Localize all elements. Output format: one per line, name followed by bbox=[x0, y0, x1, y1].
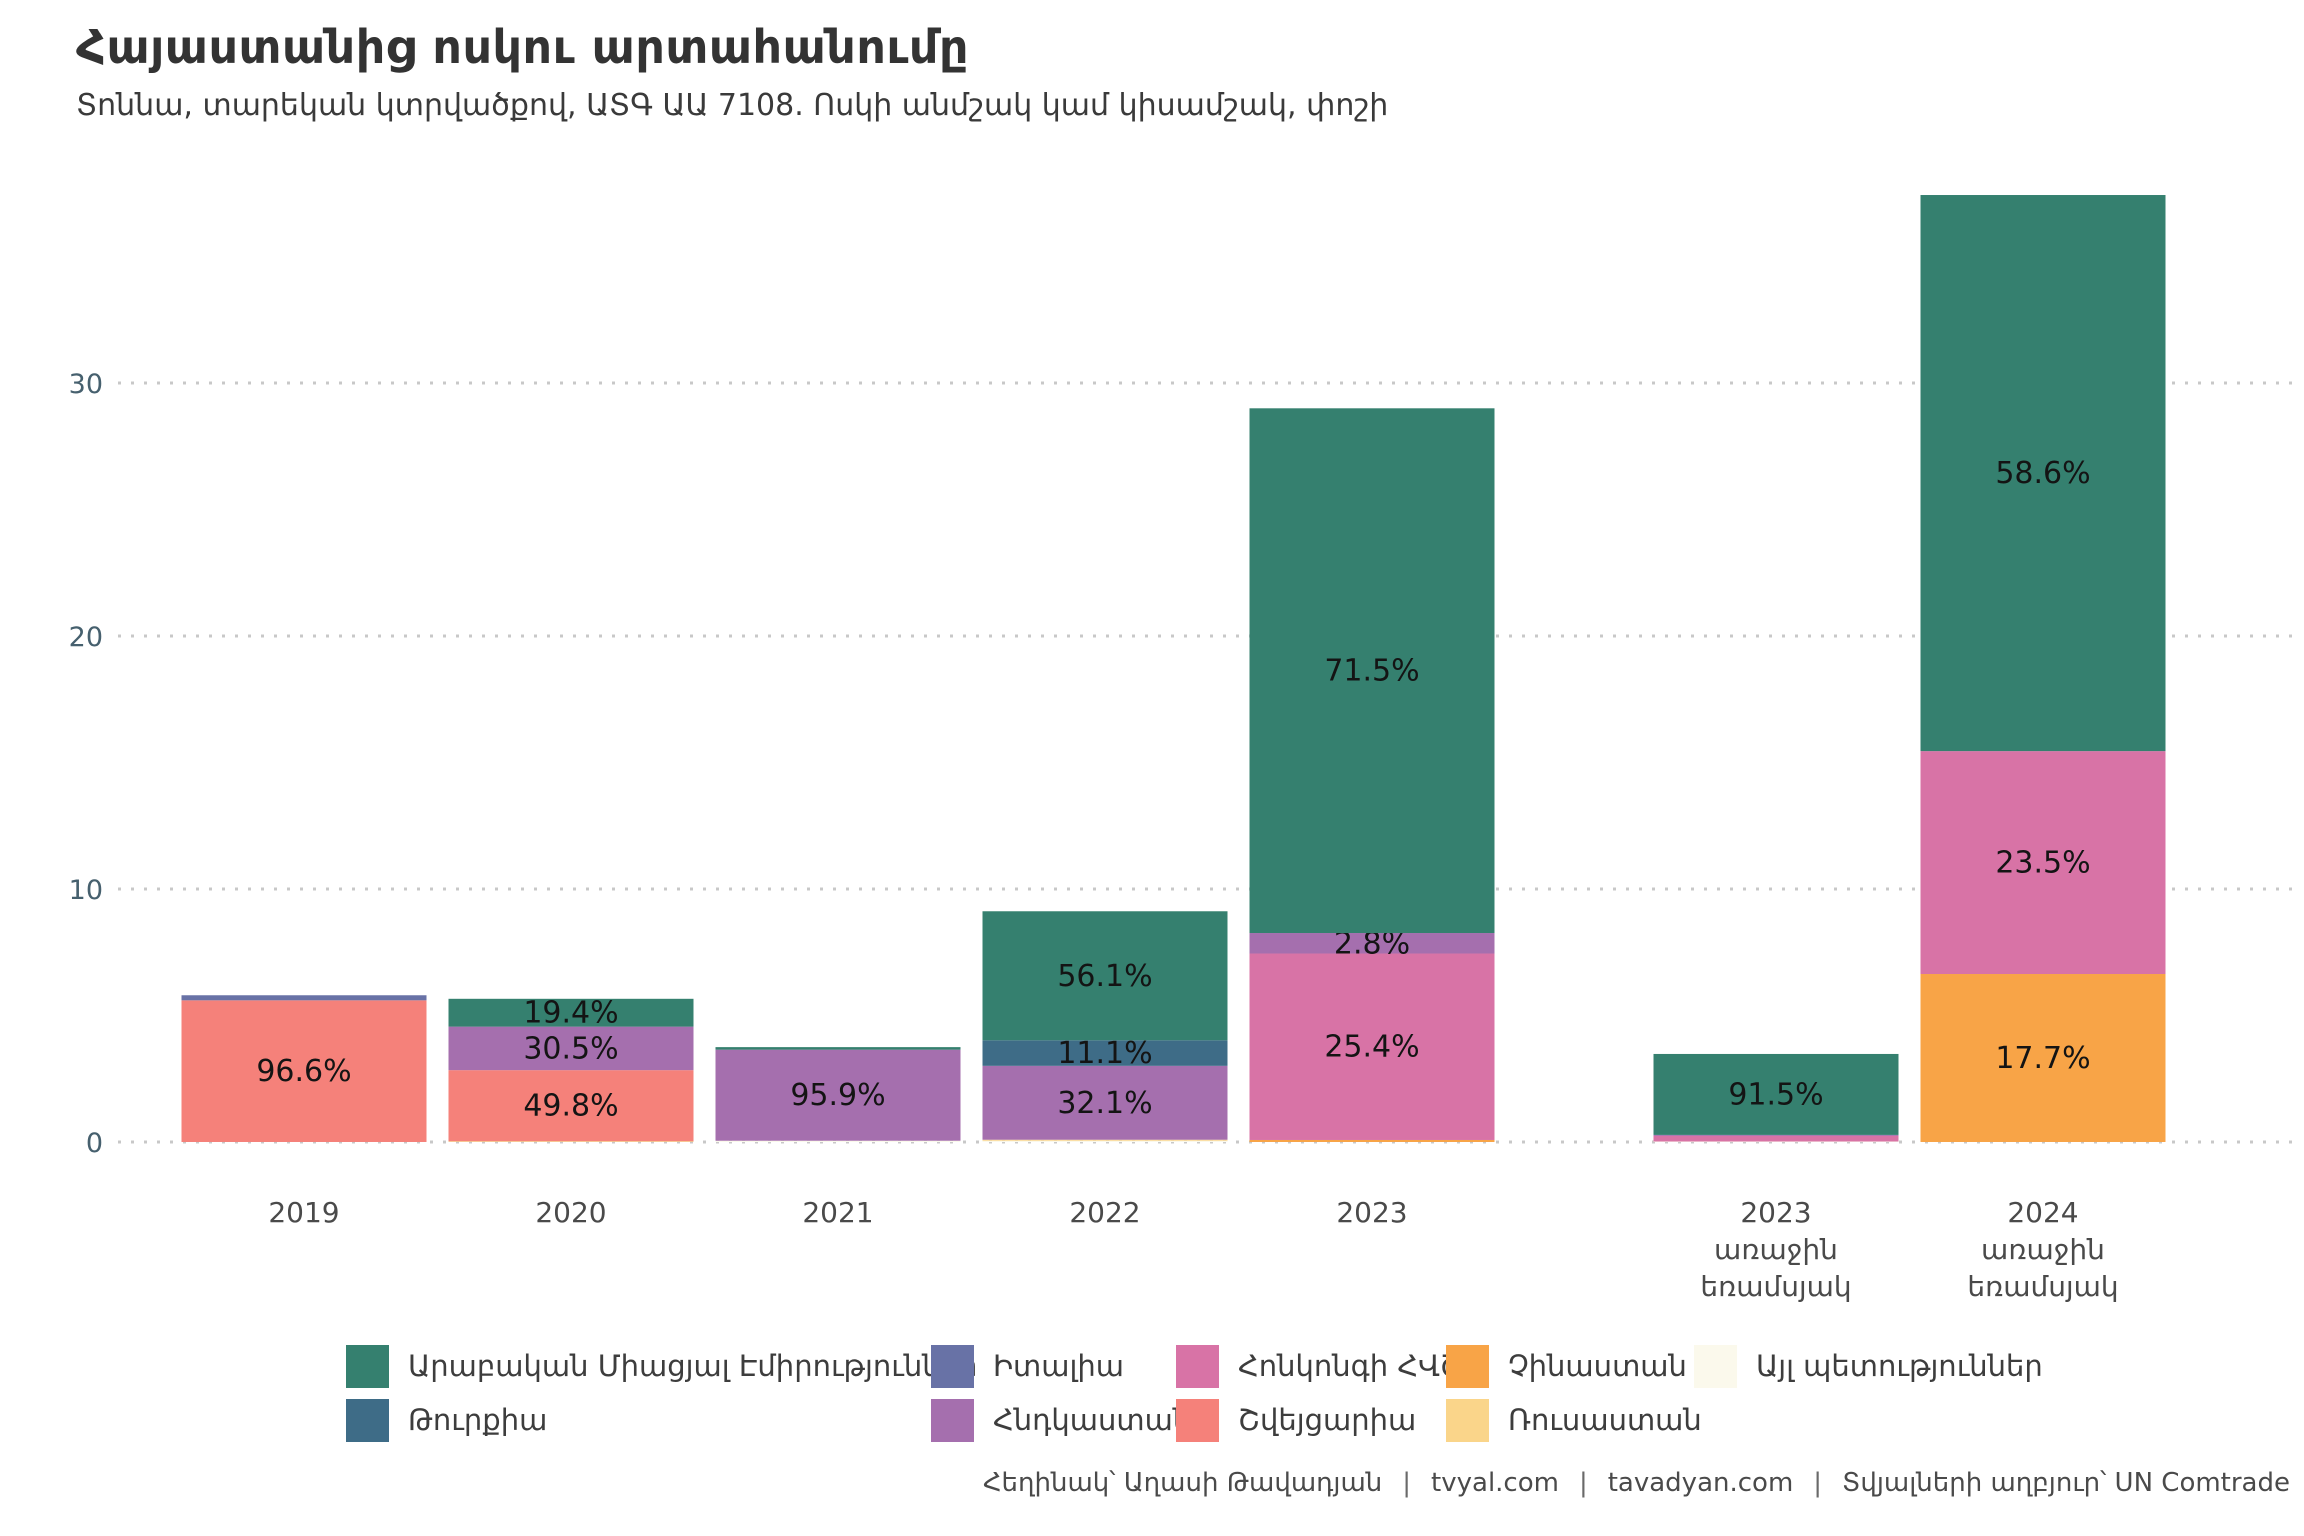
chart-legend: Արաբական Միացյալ Էմիրություններ Իտալիա Հոն… bbox=[346, 1344, 2043, 1442]
bar-segment bbox=[1653, 1053, 1899, 1135]
legend-swatch bbox=[346, 1398, 389, 1442]
legend-swatch bbox=[1694, 1344, 1737, 1388]
legend-swatch bbox=[1176, 1398, 1219, 1442]
bar-segment bbox=[715, 1140, 961, 1142]
segment-percent-label: 56.1% bbox=[1057, 959, 1152, 994]
legend-label: Շվեյցարիա bbox=[1238, 1403, 1417, 1437]
bar-segment bbox=[448, 1026, 694, 1071]
bar-segment bbox=[1653, 1135, 1899, 1142]
footer-separator: | bbox=[1402, 1468, 1412, 1498]
y-tick-label: 0 bbox=[86, 1128, 103, 1159]
legend-item: Ռուսաստան bbox=[1446, 1398, 1702, 1442]
legend-label: Ռուսաստան bbox=[1508, 1403, 1702, 1437]
bar-segment bbox=[1249, 933, 1495, 954]
bar-segment bbox=[1249, 953, 1495, 1140]
footer-text: Տվյալների աղբյուր՝ UN Comtrade bbox=[1842, 1468, 2290, 1498]
legend-label: Իտալիա bbox=[993, 1349, 1125, 1383]
legend-label: Հոնկոնգի ՀՎՇ bbox=[1238, 1349, 1462, 1383]
legend-label: Այլ պետություններ bbox=[1756, 1349, 2043, 1383]
bar-segment bbox=[181, 995, 427, 1001]
legend-label: Թուրքիա bbox=[408, 1403, 548, 1437]
bar-segment bbox=[448, 1070, 694, 1142]
x-tick-label: 2023 bbox=[1336, 1196, 1407, 1229]
footer-text: tvyal.com bbox=[1431, 1468, 1559, 1498]
footer-separator: | bbox=[1578, 1468, 1588, 1498]
bar-segment bbox=[715, 1049, 961, 1141]
footer-text: tavadyan.com bbox=[1607, 1468, 1794, 1498]
legend-item: Թուրքիա bbox=[346, 1398, 931, 1442]
legend-swatch bbox=[931, 1398, 974, 1442]
footer-text: Հեղինակ՝ Աղասի Թավադյան bbox=[982, 1468, 1383, 1498]
legend-label: Արաբական Միացյալ Էմիրություններ bbox=[408, 1349, 978, 1383]
segment-percent-label: 58.6% bbox=[1995, 456, 2090, 491]
bar-segment bbox=[982, 1139, 1228, 1141]
segment-percent-label: 19.4% bbox=[523, 996, 618, 1031]
bar-segment bbox=[982, 911, 1228, 1041]
legend-item: Արաբական Միացյալ Էմիրություններ bbox=[346, 1344, 977, 1388]
bar-segment bbox=[715, 1047, 961, 1050]
segment-percent-label: 96.6% bbox=[256, 1054, 351, 1089]
legend-label: Չինաստան bbox=[1508, 1349, 1687, 1383]
segment-percent-label: 25.4% bbox=[1324, 1030, 1419, 1065]
segment-percent-label: 30.5% bbox=[523, 1031, 618, 1066]
segment-percent-label: 17.7% bbox=[1995, 1041, 2090, 1076]
bar-segment bbox=[982, 1040, 1228, 1066]
legend-item: Հնդկաստան bbox=[931, 1398, 1191, 1442]
x-tick-label: 2024 առաջին եռամսյակ bbox=[1967, 1196, 2118, 1303]
x-tick-label: 2021 bbox=[802, 1196, 873, 1229]
bar-segment bbox=[1653, 1134, 1899, 1136]
bar-segment bbox=[982, 1065, 1228, 1140]
x-tick-label: 2022 bbox=[1069, 1196, 1140, 1229]
legend-swatch bbox=[346, 1344, 389, 1388]
legend-swatch bbox=[1446, 1398, 1489, 1442]
bar-segment bbox=[448, 998, 694, 1027]
bar-segment bbox=[181, 1000, 427, 1142]
segment-percent-label: 95.9% bbox=[790, 1078, 885, 1113]
bar-segment bbox=[1249, 408, 1495, 934]
x-tick-label: 2023 առաջին եռամսյակ bbox=[1700, 1196, 1851, 1303]
x-tick-label: 2019 bbox=[268, 1196, 339, 1229]
bar-segment bbox=[1920, 195, 2166, 752]
legend-label: Հնդկաստան bbox=[993, 1403, 1192, 1437]
y-tick-label: 20 bbox=[69, 622, 103, 653]
legend-item: Իտալիա bbox=[931, 1344, 1176, 1388]
legend-swatch bbox=[1446, 1344, 1489, 1388]
bar-segment bbox=[1249, 1139, 1495, 1142]
segment-percent-label: 23.5% bbox=[1995, 846, 2090, 881]
legend-swatch bbox=[1176, 1344, 1219, 1388]
legend-item: Չինաստան bbox=[1446, 1344, 1694, 1388]
segment-percent-label: 11.1% bbox=[1057, 1036, 1152, 1071]
legend-item: Շվեյցարիա bbox=[1176, 1398, 1446, 1442]
segment-percent-label: 91.5% bbox=[1728, 1077, 1823, 1112]
segment-percent-label: 71.5% bbox=[1324, 654, 1419, 689]
bar-segment bbox=[1920, 974, 2166, 1142]
legend-swatch bbox=[931, 1344, 974, 1388]
segment-percent-label: 49.8% bbox=[523, 1089, 618, 1124]
page-subtitle: Տոննա, տարեկան կտրվածքով, ԱՏԳ ԱԱ 7108. Ո… bbox=[76, 88, 1389, 123]
segment-percent-label: 32.1% bbox=[1057, 1086, 1152, 1121]
bar-segment bbox=[448, 1141, 694, 1142]
bar-segment bbox=[982, 1140, 1228, 1142]
bar-segment bbox=[1653, 1141, 1899, 1142]
chart-footer: Հեղինակ՝ Աղասի Թավադյան | tvyal.com | tavady… bbox=[983, 1468, 2290, 1498]
y-tick-label: 10 bbox=[69, 875, 103, 906]
legend-item: Այլ պետություններ bbox=[1694, 1344, 2043, 1388]
x-tick-label: 2020 bbox=[535, 1196, 606, 1229]
y-tick-label: 30 bbox=[69, 369, 103, 400]
page-title: Հայաստանից ոսկու արտահանումը bbox=[76, 20, 969, 74]
bar-segment bbox=[1920, 751, 2166, 975]
legend-item: Հոնկոնգի ՀՎՇ bbox=[1176, 1344, 1462, 1388]
footer-separator: | bbox=[1813, 1468, 1823, 1498]
